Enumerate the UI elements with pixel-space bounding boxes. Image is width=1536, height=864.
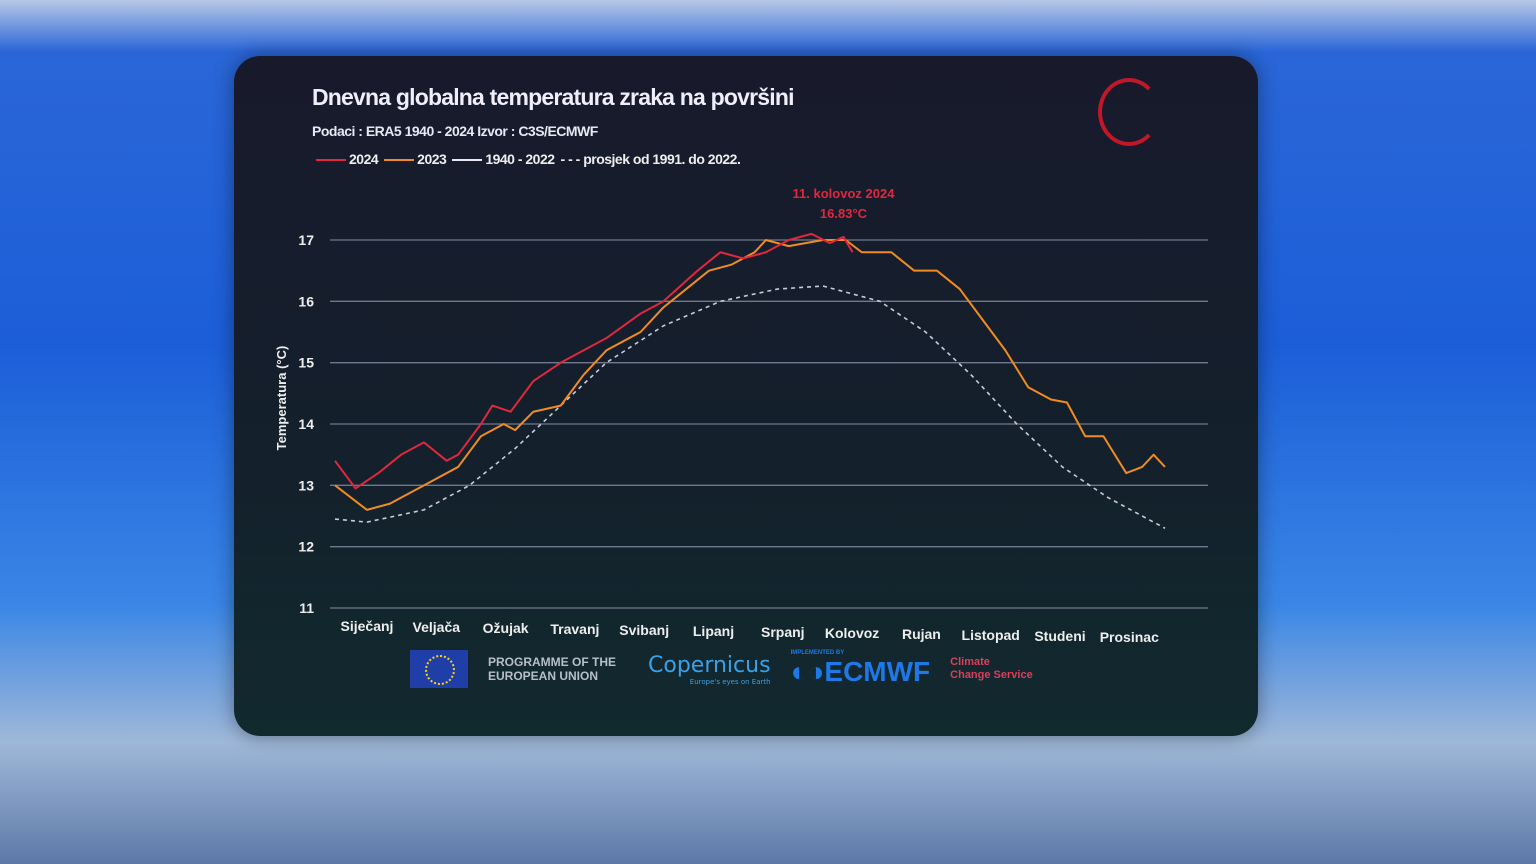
footer-logos: PROGRAMME OF THE EUROPEAN UNION Copernic… xyxy=(410,650,1033,688)
y-tick-label: 11 xyxy=(299,600,314,616)
x-tick-label: Srpanj xyxy=(761,624,805,640)
legend-item-1940-2022: 1940 - 2022 xyxy=(452,151,555,167)
series-line-prosjek-od-1991-do-2022- xyxy=(334,285,1166,529)
x-tick-label: Svibanj xyxy=(619,622,669,638)
x-tick-label: Kolovoz xyxy=(825,625,879,641)
legend-item-average: - - - prosjek od 1991. do 2022. xyxy=(560,151,741,167)
peak-annotation-value: 16.83°C xyxy=(820,206,868,221)
y-tick-label: 14 xyxy=(298,416,314,432)
c3s-thermometer-logo-icon xyxy=(1098,78,1160,146)
ecmwf-logo: IMPLEMENTED BY ◐◑ECMWF xyxy=(790,650,931,687)
chart-title: Dnevna globalna temperatura zraka na pov… xyxy=(312,84,794,110)
y-tick-label: 12 xyxy=(298,539,314,555)
chart-subtitle: Podaci : ERA5 1940 - 2024 Izvor : C3S/EC… xyxy=(312,123,598,139)
x-tick-label: Rujan xyxy=(902,626,941,642)
y-tick-label: 16 xyxy=(298,293,314,309)
legend-item-2023: 2023 xyxy=(384,151,447,167)
x-tick-label: Lipanj xyxy=(693,623,734,639)
x-tick-label: Ožujak xyxy=(483,620,529,636)
legend: 2024 2023 1940 - 2022 - - - prosjek od 1… xyxy=(316,151,741,167)
x-tick-label: Travanj xyxy=(550,621,599,637)
series-line-2024 xyxy=(334,232,854,490)
x-tick-label: Siječanj xyxy=(341,618,394,634)
series-line-2023 xyxy=(334,239,1166,511)
chart-panel xyxy=(234,56,1258,736)
y-tick-label: 13 xyxy=(298,477,314,493)
eu-programme-text: PROGRAMME OF THE EUROPEAN UNION xyxy=(488,655,616,683)
legend-item-2024: 2024 xyxy=(316,151,379,167)
copernicus-logo: Copernicus Europe's eyes on Earth xyxy=(648,652,771,686)
x-tick-label: Veljača xyxy=(413,619,461,635)
x-tick-label: Listopad xyxy=(962,627,1020,643)
y-tick-label: 15 xyxy=(298,355,314,371)
peak-annotation-date: 11. kolovoz 2024 xyxy=(793,186,896,201)
eu-flag-icon xyxy=(410,650,468,688)
x-tick-label: Prosinac xyxy=(1100,629,1159,645)
y-tick-label: 17 xyxy=(298,232,314,248)
x-tick-label: Studeni xyxy=(1034,628,1085,644)
c3s-logo: Climate Change Service xyxy=(950,656,1033,681)
y-axis-label: Temperatura (°C) xyxy=(274,346,289,451)
